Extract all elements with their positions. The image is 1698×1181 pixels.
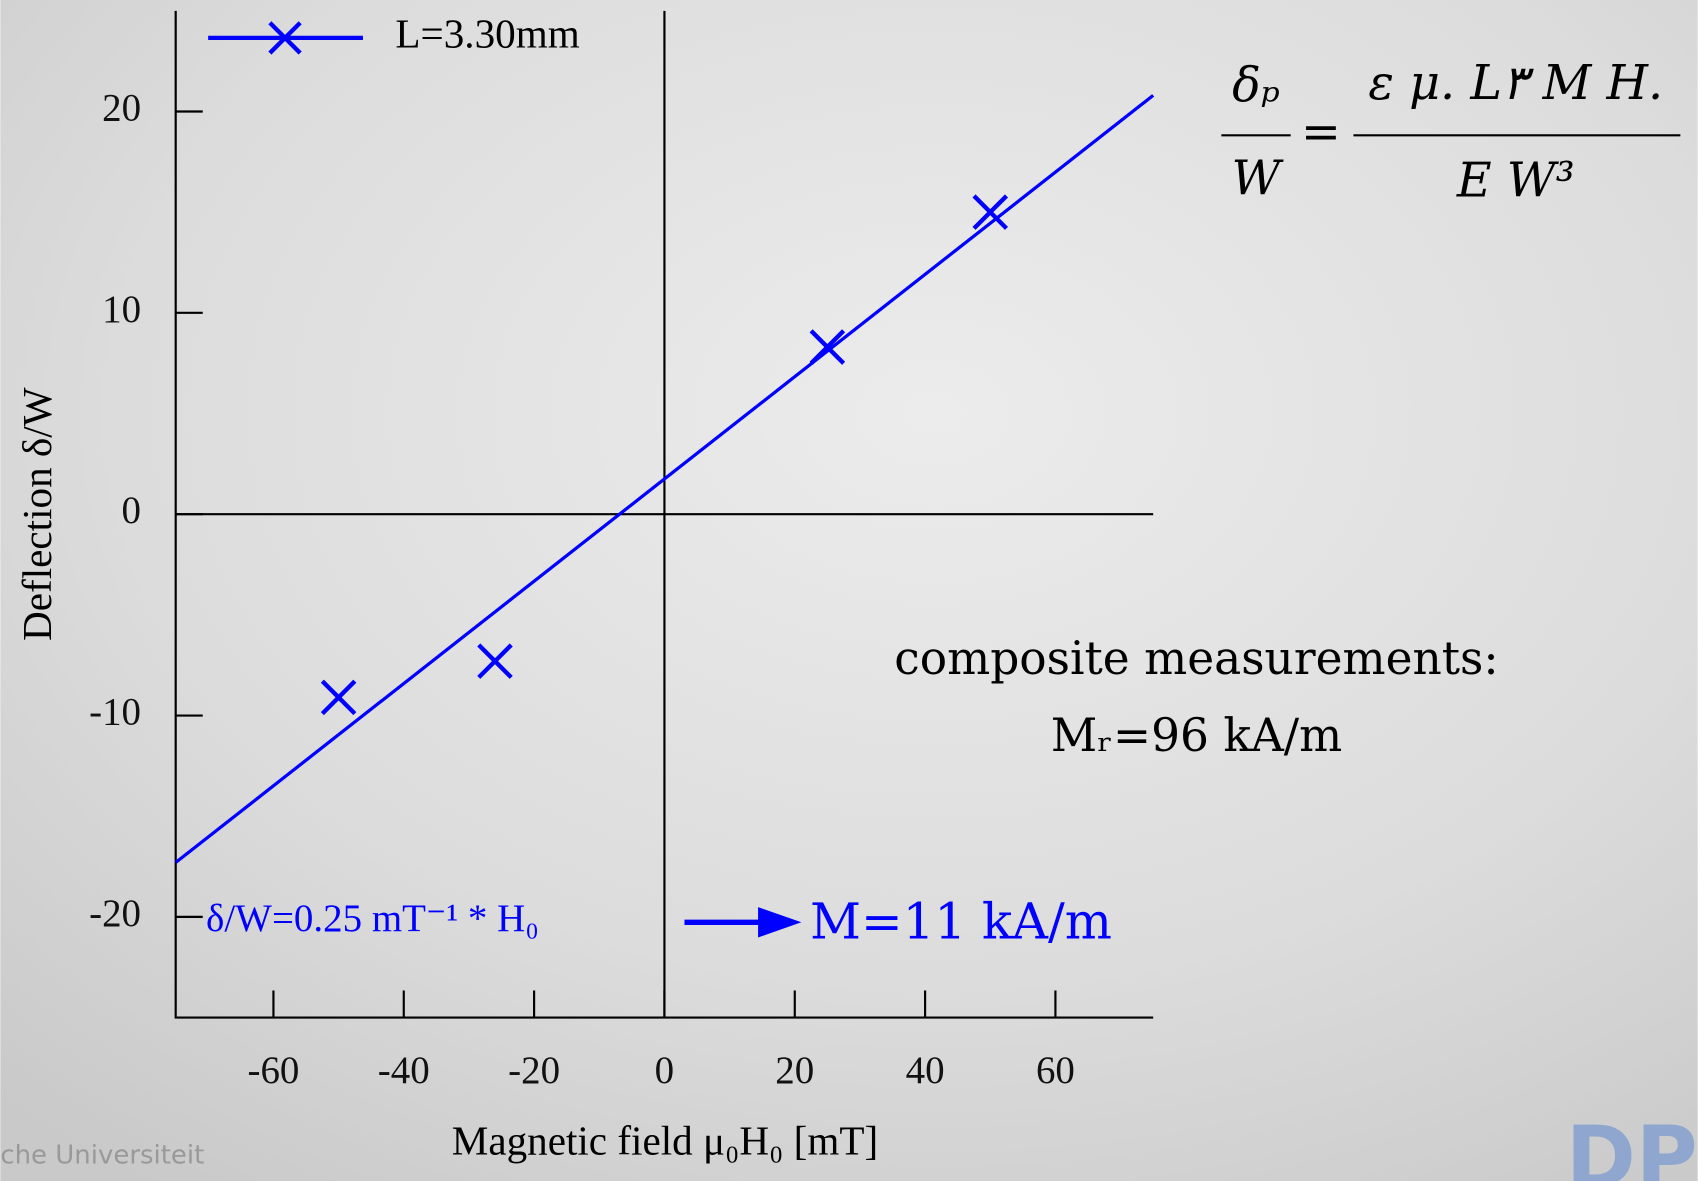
y-tick-label: -20 [89,892,141,935]
y-tick-label: 10 [102,288,141,331]
x-tick-label: -20 [508,1049,560,1092]
annotation: δ/W=0.25 mT⁻¹ * H₀ [206,897,539,940]
formula-text: ɛ μ. L۳ M H. [1368,56,1663,111]
data-point [972,194,1009,230]
formula-text: W [1232,151,1285,206]
x-tick-label: -40 [378,1049,430,1092]
y-tick-label: 20 [102,86,141,129]
data-point [320,679,357,716]
y-tick-label: -10 [89,690,141,733]
formula: δₚ W = ɛ μ. L۳ M H. E W³ [1221,56,1681,209]
x-tick-label: -60 [247,1049,299,1092]
formula-text: = [1301,105,1341,160]
y-tick-label: 0 [122,489,141,532]
note: Mᵣ=96 kA/m [1051,709,1342,762]
x-tick-label: 60 [1036,1049,1075,1092]
axis-line [174,10,1154,1019]
fit-line [174,94,1155,864]
formula-text: E W³ [1456,154,1575,209]
x-axis-label: Magnetic field μ₀H₀ [mT] [452,1118,878,1164]
x-tick-label: 20 [775,1049,814,1092]
legend-marker [268,21,302,55]
legend-label: L=3.30mm [395,10,579,56]
footer: che Universiteit [0,1141,204,1171]
x-tick-label: 40 [906,1049,945,1092]
data-point [477,643,513,679]
arrow-head [758,907,802,938]
plot: -60 -40 -20 0 20 40 60 -20 -10 0 10 20 Magnetic fiel… [14,10,1155,1164]
x-tick-label: 0 [655,1049,674,1092]
logo: DP [1566,1109,1698,1181]
formula-text: δₚ [1232,58,1280,113]
annotation: M=11 kA/m [810,893,1112,951]
y-axis-label: Deflection δ/W [14,387,60,641]
note: composite measurements: [894,632,1498,685]
